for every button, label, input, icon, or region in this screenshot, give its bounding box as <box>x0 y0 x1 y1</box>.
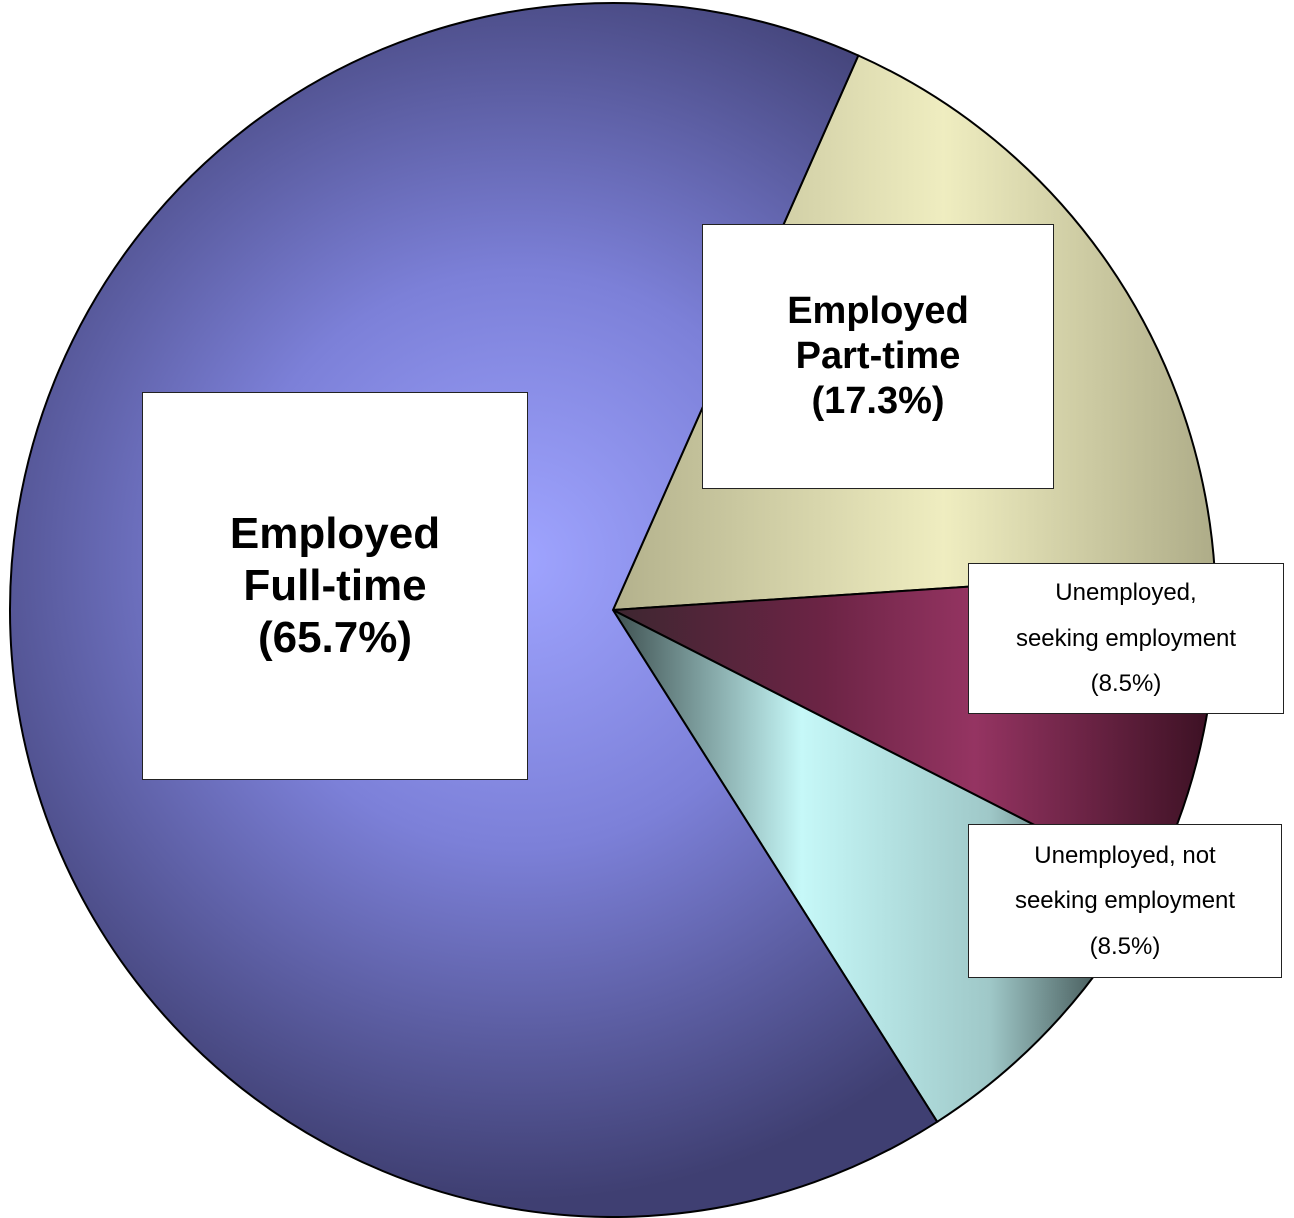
slice-label-full-time: Employed Full-time (65.7%) <box>142 392 528 780</box>
label-percent: (65.7%) <box>257 612 413 662</box>
label-percent: (8.5%) <box>1090 670 1162 698</box>
label-line: seeking employment <box>1014 887 1236 915</box>
label-percent: (8.5%) <box>1089 932 1161 960</box>
label-line: Unemployed, <box>1055 579 1197 607</box>
label-line: Employed <box>787 290 969 333</box>
label-line: seeking employment <box>1015 624 1237 652</box>
label-line: Unemployed, not <box>1034 841 1216 869</box>
label-line: Employed <box>229 509 441 559</box>
slice-label-not-seeking: Unemployed, not seeking employment (8.5%… <box>968 824 1282 978</box>
slice-label-seeking: Unemployed, seeking employment (8.5%) <box>968 563 1284 714</box>
label-line: Full-time <box>243 561 427 611</box>
label-line: Part-time <box>795 335 961 378</box>
slice-label-part-time: Employed Part-time (17.3%) <box>702 224 1054 489</box>
label-percent: (17.3%) <box>811 379 945 422</box>
